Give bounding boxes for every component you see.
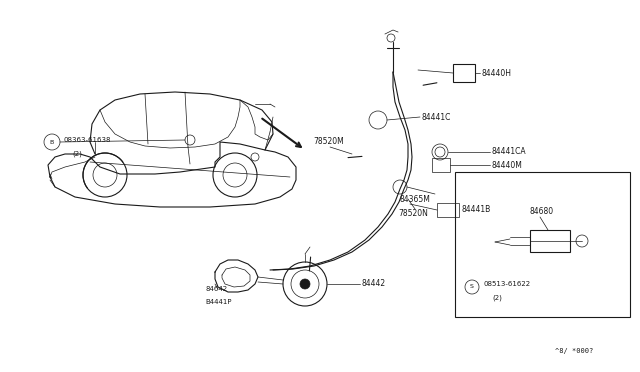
Bar <box>432 158 450 172</box>
Text: 78520M: 78520M <box>313 138 344 147</box>
Text: (2): (2) <box>492 295 502 301</box>
Text: B4441P: B4441P <box>205 299 232 305</box>
Bar <box>530 230 570 252</box>
Text: ^8/ *000?: ^8/ *000? <box>555 348 593 354</box>
Text: 08363-61638: 08363-61638 <box>64 137 111 143</box>
Text: 84680: 84680 <box>530 208 554 217</box>
Text: 84440H: 84440H <box>482 68 512 77</box>
Bar <box>437 203 459 217</box>
Text: 84442: 84442 <box>362 279 386 289</box>
Text: 84642: 84642 <box>205 286 227 292</box>
Bar <box>455 172 630 317</box>
Circle shape <box>300 279 310 289</box>
Text: 08513-61622: 08513-61622 <box>484 281 531 287</box>
Text: 84441CA: 84441CA <box>492 148 527 157</box>
Text: 84365M: 84365M <box>400 196 431 205</box>
Text: B: B <box>50 140 54 144</box>
Text: 84440M: 84440M <box>492 160 523 170</box>
Text: 78520N: 78520N <box>398 209 428 218</box>
Text: 84441C: 84441C <box>422 112 451 122</box>
Bar <box>453 64 475 82</box>
Text: 84441B: 84441B <box>462 205 492 215</box>
Text: S: S <box>470 285 474 289</box>
Text: (2): (2) <box>72 151 82 157</box>
